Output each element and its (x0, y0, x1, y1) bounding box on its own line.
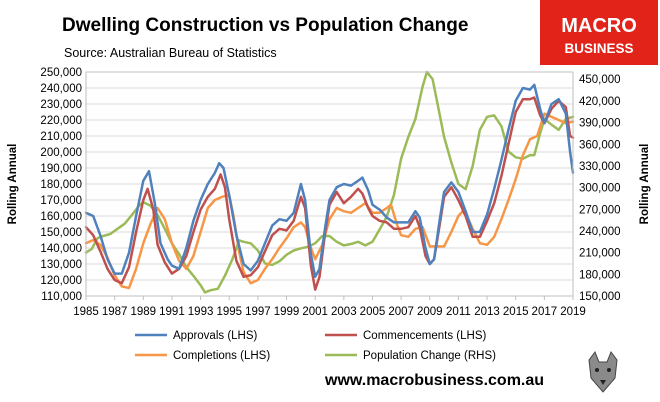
right-tick-label: 450,000 (579, 74, 621, 86)
logo-background (540, 0, 658, 65)
right-tick-label: 240,000 (579, 226, 621, 238)
legend-label-1: Commencements (LHS) (363, 330, 487, 342)
series-line-2 (84, 112, 575, 290)
macrobusiness-logo: MACRO BUSINESS (540, 0, 658, 65)
right-tick-label: 390,000 (579, 118, 621, 130)
x-tick-label: 2013 (474, 306, 500, 318)
x-tick-label: 2019 (560, 306, 586, 318)
series-line-3 (84, 70, 575, 294)
left-tick-label: 130,000 (40, 259, 82, 271)
wolf-icon (588, 350, 618, 393)
left-tick-label: 220,000 (40, 115, 82, 127)
left-axis-ticks: 110,000 120,000 130,000 140,000 150,000 160,0… (40, 67, 82, 303)
x-tick-label: 1995 (216, 306, 242, 318)
x-tick-label: 2005 (360, 306, 386, 318)
x-tick-label: 2001 (302, 306, 328, 318)
left-tick-label: 180,000 (40, 179, 82, 191)
legend-label-0: Approvals (LHS) (173, 330, 258, 342)
right-tick-label: 270,000 (579, 204, 621, 216)
x-axis-ticks: 1985 1987 1989 1991 1993 1995 1997 1999 2001 2003… (73, 296, 586, 318)
x-tick-label: 1997 (245, 306, 271, 318)
right-axis-ticks: 150,000 180,000 210,000 240,000 270,000 300,0… (579, 74, 621, 303)
left-tick-label: 250,000 (40, 67, 82, 79)
left-tick-label: 110,000 (41, 291, 82, 303)
right-tick-label: 210,000 (579, 248, 621, 260)
x-tick-label: 1999 (274, 306, 300, 318)
right-tick-label: 360,000 (579, 139, 621, 151)
right-axis-title: Rolling Annual (639, 144, 651, 225)
right-tick-label: 330,000 (579, 161, 621, 173)
left-tick-label: 200,000 (40, 147, 82, 159)
x-tick-label: 1987 (102, 306, 128, 318)
left-tick-label: 120,000 (40, 275, 82, 287)
series-line-1 (84, 96, 575, 291)
left-tick-label: 240,000 (40, 83, 82, 95)
left-tick-label: 150,000 (40, 227, 82, 239)
x-tick-label: 2011 (446, 306, 471, 318)
logo-line-1: MACRO (561, 15, 637, 37)
x-tick-label: 2007 (388, 306, 414, 318)
x-tick-label: 2009 (417, 306, 443, 318)
plot-lines (84, 70, 575, 294)
x-tick-label: 1985 (73, 306, 99, 318)
x-tick-label: 2017 (532, 306, 558, 318)
right-tick-label: 300,000 (579, 183, 621, 195)
right-tick-label: 150,000 (579, 291, 621, 303)
legend: Approvals (LHS) Commencements (LHS) Comple… (135, 330, 496, 362)
logo-line-2: BUSINESS (564, 41, 633, 56)
legend-label-2: Completions (LHS) (173, 350, 270, 362)
plot-frame (85, 71, 574, 297)
x-tick-label: 1991 (159, 306, 185, 318)
left-tick-label: 210,000 (40, 131, 82, 143)
left-tick-label: 230,000 (40, 99, 82, 111)
footer-url: www.macrobusiness.com.au (324, 372, 544, 389)
x-tick-label: 2003 (331, 306, 357, 318)
left-tick-label: 190,000 (40, 163, 82, 175)
series-line-0 (84, 83, 575, 279)
chart-subtitle: Source: Australian Bureau of Statistics (64, 46, 277, 60)
x-tick-label: 1989 (130, 306, 156, 318)
right-tick-label: 420,000 (579, 96, 621, 108)
x-tick-label: 2015 (503, 306, 529, 318)
chart-title: Dwelling Construction vs Population Chan… (62, 15, 468, 36)
x-tick-label: 1993 (188, 306, 214, 318)
left-tick-label: 160,000 (40, 211, 82, 223)
left-tick-label: 140,000 (40, 243, 82, 255)
legend-label-3: Population Change (RHS) (363, 350, 496, 362)
right-tick-label: 180,000 (579, 269, 621, 281)
left-axis-title: Rolling Annual (7, 144, 19, 225)
left-tick-label: 170,000 (40, 195, 82, 207)
